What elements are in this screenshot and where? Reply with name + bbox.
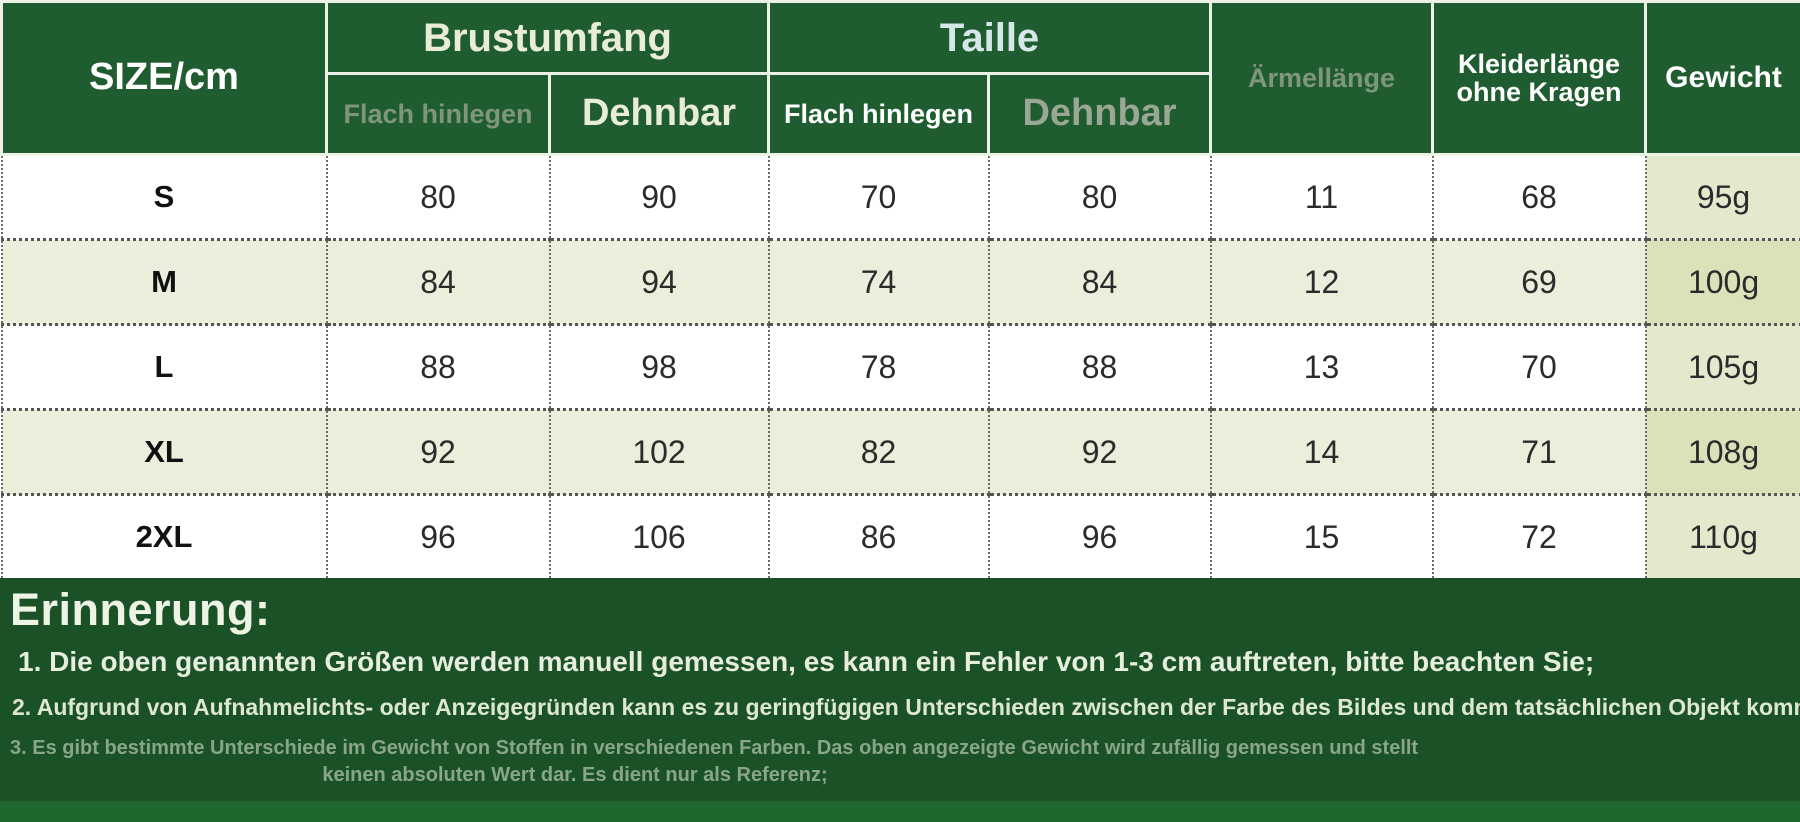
cell-value: 92 bbox=[987, 408, 1212, 496]
header-size-cm: SIZE/cm bbox=[0, 0, 328, 156]
header-group-taille: Taille bbox=[767, 0, 1213, 75]
table-row-m: M 84 94 74 84 12 69 100g bbox=[0, 238, 1800, 326]
cell-value: 71 bbox=[1431, 408, 1647, 496]
header-aermellaenge: Ärmellänge bbox=[1209, 0, 1435, 156]
cell-value: 90 bbox=[548, 153, 770, 241]
table-row-l: L 88 98 78 88 13 70 105g bbox=[0, 323, 1800, 411]
size-chart-header: SIZE/cm Brustumfang Taille Ärmellänge Kl… bbox=[0, 0, 1800, 156]
cell-value: 80 bbox=[987, 153, 1212, 241]
cell-value: 68 bbox=[1431, 153, 1647, 241]
cell-value: 102 bbox=[548, 408, 770, 496]
cell-value: 96 bbox=[325, 493, 551, 581]
cell-weight: 105g bbox=[1644, 323, 1800, 411]
remark-note-3-line-1: 3. Es gibt bestimmte Unterschiede im Gew… bbox=[10, 737, 1419, 759]
cell-value: 84 bbox=[987, 238, 1212, 326]
cell-value: 86 bbox=[767, 493, 990, 581]
cell-weight: 110g bbox=[1644, 493, 1800, 581]
table-row-2xl: 2XL 96 106 86 96 15 72 110g bbox=[0, 493, 1800, 581]
cell-value: 84 bbox=[325, 238, 551, 326]
cell-size: XL bbox=[0, 408, 328, 496]
cell-value: 80 bbox=[325, 153, 551, 241]
table-row-s: S 80 90 70 80 11 68 95g bbox=[0, 153, 1800, 241]
cell-value: 12 bbox=[1209, 238, 1434, 326]
cell-size: 2XL bbox=[0, 493, 328, 581]
cell-value: 13 bbox=[1209, 323, 1434, 411]
header-brust-flach-hinlegen: Flach hinlegen bbox=[325, 72, 551, 156]
cell-value: 88 bbox=[987, 323, 1212, 411]
cell-size: S bbox=[0, 153, 328, 241]
cell-value: 88 bbox=[325, 323, 551, 411]
cell-value: 11 bbox=[1209, 153, 1434, 241]
cell-value: 96 bbox=[987, 493, 1212, 581]
cell-value: 70 bbox=[1431, 323, 1647, 411]
header-gewicht: Gewicht bbox=[1644, 0, 1800, 156]
remark-note-2: 2. Aufgrund von Aufnahmelichts- oder Anz… bbox=[12, 694, 1800, 720]
header-taille-dehnbar: Dehnbar bbox=[987, 72, 1213, 156]
cell-size: L bbox=[0, 323, 328, 411]
cell-value: 98 bbox=[548, 323, 770, 411]
cell-value: 69 bbox=[1431, 238, 1647, 326]
cell-value: 82 bbox=[767, 408, 990, 496]
header-group-brustumfang: Brustumfang bbox=[324, 0, 771, 75]
remark-note-3: 3. Es gibt bestimmte Unterschiede im Gew… bbox=[10, 735, 1790, 789]
cell-weight: 95g bbox=[1644, 153, 1800, 241]
cell-value: 94 bbox=[548, 238, 770, 326]
header-kleiderlaenge-ohne-kragen: Kleiderlänge ohne Kragen bbox=[1431, 0, 1648, 156]
cell-value: 78 bbox=[767, 323, 990, 411]
cell-size: M bbox=[0, 238, 328, 326]
cell-value: 92 bbox=[325, 408, 551, 496]
footer-strip bbox=[0, 801, 1800, 822]
remark-note-1: 1. Die oben genannten Größen werden manu… bbox=[18, 646, 1595, 677]
cell-value: 15 bbox=[1209, 493, 1434, 581]
size-chart-body: S 80 90 70 80 11 68 95g M 84 94 74 84 12… bbox=[0, 153, 1800, 581]
header-taille-flach-hinlegen: Flach hinlegen bbox=[767, 72, 991, 156]
table-row-xl: XL 92 102 82 92 14 71 108g bbox=[0, 408, 1800, 496]
cell-value: 106 bbox=[548, 493, 770, 581]
remark-heading: Erinnerung: bbox=[10, 584, 271, 635]
cell-value: 72 bbox=[1431, 493, 1647, 581]
cell-value: 74 bbox=[767, 238, 990, 326]
cell-weight: 108g bbox=[1644, 408, 1800, 496]
remark-note-3-line-2: keinen absoluten Wert dar. Es dient nur … bbox=[322, 764, 828, 786]
size-chart-table: SIZE/cm Brustumfang Taille Ärmellänge Kl… bbox=[0, 0, 1800, 581]
header-brust-dehnbar: Dehnbar bbox=[547, 72, 771, 156]
cell-weight: 100g bbox=[1644, 238, 1800, 326]
cell-value: 14 bbox=[1209, 408, 1434, 496]
remark-section: Erinnerung: 1. Die oben genannten Größen… bbox=[0, 578, 1800, 822]
cell-value: 70 bbox=[767, 153, 990, 241]
